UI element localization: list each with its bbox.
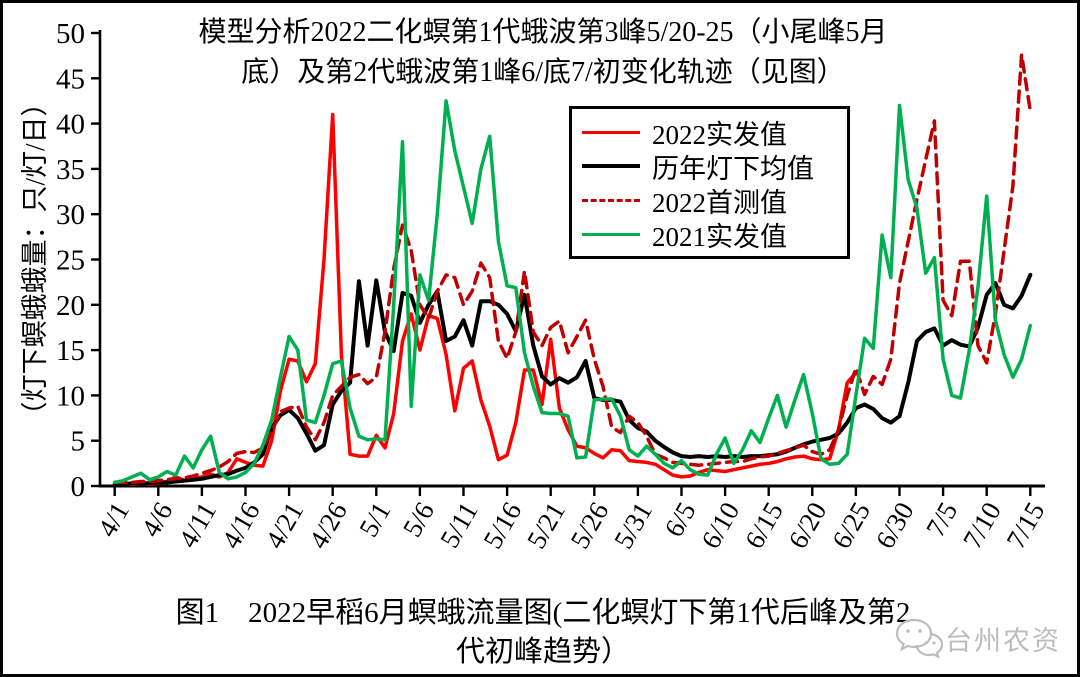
legend-item-2022-actual: 2022实发值 [582, 115, 847, 150]
line-chart: 0 5 10 15 20 25 30 35 40 45 50 4/1 4/64/114/164/214/… [56, 18, 1051, 554]
y-axis-title: （灯下螟蛾蛾量：只/灯/日） [20, 89, 50, 429]
svg-text:7/15: 7/15 [1001, 497, 1051, 554]
svg-text:15: 15 [56, 335, 85, 367]
svg-text:5/31: 5/31 [608, 497, 658, 554]
svg-text:6/15: 6/15 [739, 497, 789, 554]
watermark: 台州农资 [893, 616, 1061, 660]
svg-text:5/11: 5/11 [434, 497, 483, 553]
chart-title-line1: 模型分析2022二化螟第1代蛾波第3峰5/20-25（小尾峰5月 [198, 17, 888, 48]
legend: 2022实发值 历年灯下均值 2022首测值 2021实发值 [569, 106, 850, 259]
legend-label: 2022实发值 [652, 119, 787, 150]
legend-label: 2022首测值 [652, 187, 787, 218]
figure-caption-line2: 代初峰趋势） [455, 636, 630, 668]
svg-text:6/25: 6/25 [826, 497, 876, 554]
svg-text:7/5: 7/5 [920, 497, 963, 542]
red-solid-line-swatch [582, 130, 640, 134]
chart-title: 模型分析2022二化螟第1代蛾波第3峰5/20-25（小尾峰5月 底）及第2代蛾… [93, 13, 993, 93]
svg-text:10: 10 [56, 380, 85, 412]
green-solid-line-swatch [582, 232, 640, 236]
svg-text:5/16: 5/16 [477, 497, 527, 554]
svg-text:5/6: 5/6 [397, 497, 440, 542]
svg-text:30: 30 [56, 199, 85, 231]
svg-text:6/10: 6/10 [695, 497, 745, 554]
svg-text:5/26: 5/26 [565, 497, 615, 554]
watermark-text: 台州农资 [945, 625, 1061, 656]
svg-text:4/11: 4/11 [173, 497, 222, 553]
svg-text:4/21: 4/21 [259, 497, 309, 554]
svg-text:45: 45 [56, 63, 85, 95]
svg-text:6/5: 6/5 [658, 497, 701, 542]
svg-text:25: 25 [56, 245, 85, 277]
svg-text:40: 40 [56, 109, 85, 141]
svg-text:35: 35 [56, 154, 85, 186]
legend-item-historical-avg: 历年灯下均值 [582, 149, 847, 184]
svg-text:0: 0 [71, 471, 86, 503]
black-solid-line-swatch [582, 164, 640, 168]
chart-title-line2: 底）及第2代蛾波第1峰6/底7/初变化轨迹（见图） [241, 57, 845, 88]
svg-text:4/6: 4/6 [135, 497, 178, 542]
legend-label: 历年灯下均值 [652, 153, 814, 184]
figure-caption: 图1 2022早稻6月螟蛾流量图(二化螟灯下第1代后峰及第2 代初峰趋势） [63, 594, 1023, 672]
figure-caption-line1: 图1 2022早稻6月螟蛾流量图(二化螟灯下第1代后峰及第2 [175, 597, 911, 629]
legend-label: 2021实发值 [652, 221, 787, 252]
svg-text:5/1: 5/1 [353, 497, 396, 542]
wechat-bubbles-icon [895, 618, 944, 659]
svg-text:4/16: 4/16 [216, 497, 266, 554]
svg-text:7/10: 7/10 [957, 497, 1007, 554]
svg-text:20: 20 [56, 290, 85, 322]
red-dashed-line-swatch [582, 198, 640, 202]
svg-text:4/1: 4/1 [92, 497, 135, 542]
legend-item-2022-first-measured: 2022首测值 [582, 183, 847, 218]
svg-text:5/21: 5/21 [521, 497, 571, 554]
svg-text:6/30: 6/30 [870, 497, 920, 554]
svg-text:5: 5 [71, 426, 86, 458]
svg-text:4/26: 4/26 [303, 497, 353, 554]
svg-text:6/20: 6/20 [783, 497, 833, 554]
legend-item-2021-actual: 2021实发值 [582, 217, 847, 252]
svg-text:50: 50 [56, 18, 85, 50]
